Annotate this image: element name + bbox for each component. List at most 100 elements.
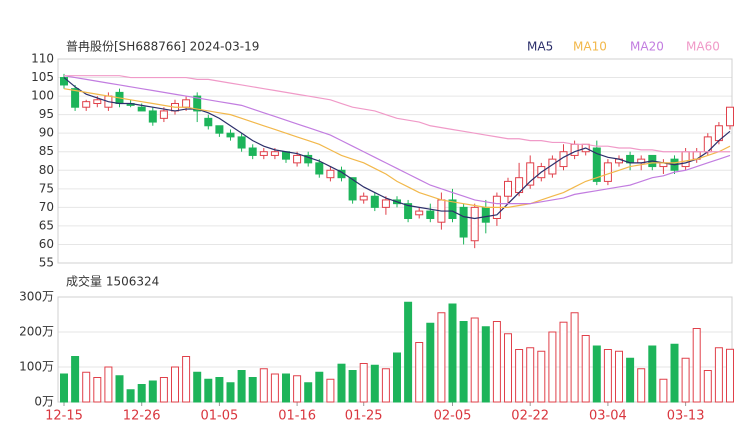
y-tick-label: 300万 xyxy=(19,290,54,304)
candle-body xyxy=(592,147,601,182)
candle-body xyxy=(481,206,490,223)
volume-bar xyxy=(626,357,635,403)
volume-bar xyxy=(681,357,690,403)
candle-body xyxy=(348,177,357,201)
y-tick-label: 60 xyxy=(39,237,54,251)
volume-bar xyxy=(459,321,468,403)
volume-bar xyxy=(581,335,590,403)
volume-bar xyxy=(215,377,224,403)
volume-bar xyxy=(159,377,168,403)
volume-bar xyxy=(82,371,91,403)
candle-body xyxy=(60,77,68,86)
candle-body xyxy=(415,210,424,216)
x-tick-label: 02-05 xyxy=(434,409,472,424)
candle-body xyxy=(315,162,324,175)
ma-line xyxy=(63,75,731,205)
volume-bar xyxy=(548,331,557,403)
volume-bar xyxy=(348,370,357,403)
volume-bar xyxy=(492,321,501,403)
volume-bar xyxy=(315,371,324,403)
candle-body xyxy=(259,151,268,156)
y-tick-label: 75 xyxy=(39,181,54,195)
volume-bar xyxy=(104,366,113,403)
legend-label: MA10 xyxy=(573,40,607,54)
candle-body xyxy=(681,151,690,168)
volume-bar xyxy=(570,312,579,403)
y-tick-label: 200万 xyxy=(19,325,54,339)
candle-body xyxy=(404,203,413,219)
candle-body xyxy=(359,195,368,201)
candle-body xyxy=(470,206,479,242)
candle-body xyxy=(237,136,246,149)
y-tick-label: 100万 xyxy=(19,360,54,374)
volume-bar xyxy=(537,350,546,403)
volume-bar xyxy=(337,363,346,403)
volume-bar xyxy=(448,303,457,403)
volume-bar xyxy=(714,347,723,403)
x-tick-label: 03-13 xyxy=(667,409,705,424)
candle-body xyxy=(304,154,313,164)
volume-bar xyxy=(171,366,179,403)
candle-body xyxy=(526,162,535,186)
volume-bar xyxy=(648,345,657,403)
candle-body xyxy=(270,151,279,156)
ma-line xyxy=(64,75,730,153)
volume-bar xyxy=(126,389,135,403)
volume-bar xyxy=(359,363,368,403)
candle-body xyxy=(248,147,257,156)
ma-line xyxy=(63,77,731,220)
volume-bar xyxy=(526,347,535,403)
volume-bar xyxy=(404,301,413,403)
volume-bar xyxy=(504,333,512,403)
volume-bar xyxy=(726,348,734,403)
volume-bar xyxy=(637,368,646,403)
volume-bar xyxy=(137,384,146,403)
candle-body xyxy=(426,210,435,219)
volume-title: 成交量 1506324 xyxy=(66,274,159,289)
legend-label: MA20 xyxy=(630,40,664,54)
x-tick-label: 12-26 xyxy=(123,409,161,424)
y-tick-label: 110 xyxy=(31,52,54,66)
volume-bar xyxy=(670,343,679,403)
ma-line xyxy=(63,88,731,208)
candle-body xyxy=(603,162,612,182)
y-tick-label: 95 xyxy=(39,107,54,121)
y-tick-label: 55 xyxy=(39,256,54,270)
candle-body xyxy=(148,110,157,123)
y-tick-label: 105 xyxy=(31,70,54,84)
candle-body xyxy=(504,180,512,197)
volume-bar xyxy=(270,373,279,403)
y-tick-label: 100 xyxy=(31,89,54,103)
y-tick-label: 90 xyxy=(39,126,54,140)
candle-body xyxy=(726,106,734,127)
candle-body xyxy=(159,110,168,119)
candle-body xyxy=(570,143,579,156)
chart-title: 普冉股份[SH688766] 2024-03-19 xyxy=(66,40,259,54)
volume-bar xyxy=(182,356,191,403)
volume-bar xyxy=(559,321,568,403)
y-tick-label: 65 xyxy=(39,218,54,232)
candle-body xyxy=(293,154,302,164)
volume-bar xyxy=(226,382,235,403)
y-tick-label: 80 xyxy=(39,163,54,177)
candle-body xyxy=(226,132,235,138)
x-tick-label: 03-04 xyxy=(589,409,627,424)
y-tick-label: 0万 xyxy=(34,395,54,409)
candle-body xyxy=(182,99,191,108)
candle-body xyxy=(282,151,290,160)
volume-bar xyxy=(370,364,379,403)
volume-bar xyxy=(304,382,313,403)
volume-bar xyxy=(115,375,124,403)
volume-bar xyxy=(293,375,302,403)
volume-bar xyxy=(592,345,601,403)
volume-bar xyxy=(703,370,712,403)
x-tick-label: 01-05 xyxy=(201,409,239,424)
volume-bar xyxy=(60,373,68,403)
volume-bar xyxy=(248,377,257,403)
volume-bar xyxy=(93,377,102,403)
volume-bar xyxy=(193,371,202,403)
volume-bar xyxy=(481,326,490,403)
volume-bar xyxy=(326,378,335,403)
volume-bar xyxy=(659,378,668,403)
